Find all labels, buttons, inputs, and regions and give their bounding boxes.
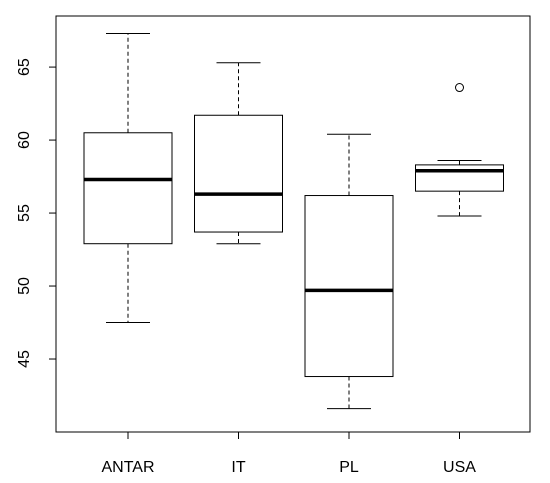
box-antar — [83, 33, 173, 324]
x-tick-label: PL — [339, 459, 359, 476]
box-series — [83, 33, 504, 410]
y-tick-label: 50 — [16, 277, 33, 295]
box-iqr — [415, 164, 504, 192]
y-axis: 45 50 55 60 65 — [16, 58, 57, 368]
box-it — [194, 62, 283, 245]
x-tick-label: USA — [443, 459, 476, 476]
x-axis: ANTAR IT PL USA — [101, 431, 476, 476]
box-usa — [415, 83, 504, 217]
box-pl — [304, 133, 394, 410]
y-tick-label: 60 — [16, 131, 33, 149]
x-tick-label: IT — [231, 459, 245, 476]
y-tick-label: 45 — [16, 350, 33, 368]
y-tick-label: 65 — [16, 58, 33, 76]
box-iqr — [194, 114, 283, 233]
outlier-point — [455, 83, 464, 93]
x-tick-label: ANTAR — [101, 459, 154, 476]
y-tick-label: 55 — [16, 204, 33, 222]
box-iqr — [304, 195, 394, 378]
box-iqr — [83, 132, 173, 245]
